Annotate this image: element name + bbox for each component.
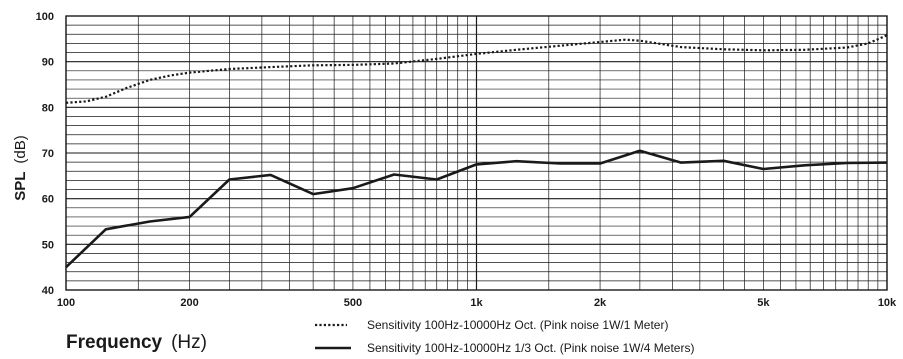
x-tick-label: 1k (470, 297, 483, 309)
x-tick-label: 100 (57, 297, 75, 309)
x-axis-ticks: 100 200 500 1k 2k 5k 10k (57, 297, 897, 309)
y-tick-label: 40 (42, 285, 54, 297)
y-axis-label-unit: (dB) (12, 135, 29, 163)
y-tick-label: 80 (42, 102, 54, 114)
legend-label-solid: Sensitivity 100Hz-10000Hz 1/3 Oct. (Pink… (367, 341, 694, 355)
y-axis-ticks: 40 50 60 70 80 90 100 (36, 11, 54, 297)
x-axis-label: Frequency (Hz) (66, 332, 207, 353)
x-axis-label-unit: (Hz) (171, 332, 207, 353)
y-axis-label: SPL (dB) (12, 135, 29, 201)
x-tick-label: 10k (878, 297, 897, 309)
y-tick-label: 90 (42, 57, 54, 69)
legend-label-dotted: Sensitivity 100Hz-10000Hz Oct. (Pink noi… (367, 318, 668, 332)
x-tick-label: 2k (594, 297, 607, 309)
x-tick-label: 200 (180, 297, 198, 309)
x-axis-label-bold: Frequency (66, 332, 163, 353)
grid (65, 15, 888, 291)
y-tick-label: 70 (42, 148, 54, 160)
plot-frame (65, 15, 888, 291)
y-tick-label: 50 (42, 239, 54, 251)
x-tick-label: 500 (344, 297, 362, 309)
legend: Sensitivity 100Hz-10000Hz Oct. (Pink noi… (315, 318, 694, 355)
series-line-oct-1m (65, 34, 888, 104)
series-line-third-oct-4m (65, 149, 888, 269)
series-lines (65, 34, 888, 269)
y-axis-label-bold: SPL (12, 172, 29, 201)
y-tick-label: 100 (36, 11, 54, 23)
x-tick-label: 5k (757, 297, 770, 309)
y-tick-label: 60 (42, 194, 54, 206)
